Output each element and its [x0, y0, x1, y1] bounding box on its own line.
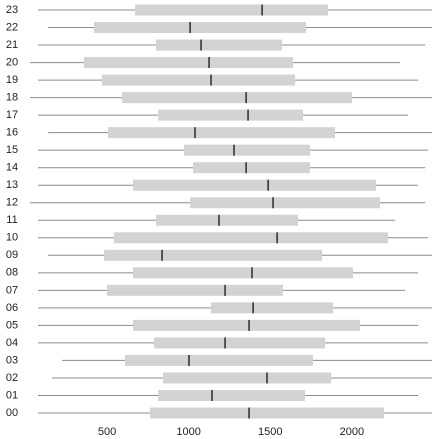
y-tick-label: 23: [6, 4, 18, 16]
y-tick-label: 00: [6, 407, 18, 419]
box: [108, 127, 336, 139]
y-tick-label: 04: [6, 337, 18, 349]
box: [101, 74, 296, 86]
y-tick-label: 08: [6, 267, 18, 279]
x-tick-label: 2000: [340, 426, 364, 438]
y-tick-label: 13: [6, 179, 18, 191]
box: [132, 179, 377, 191]
box: [193, 162, 311, 174]
box: [132, 267, 354, 279]
box: [158, 109, 304, 121]
y-tick-label: 12: [6, 197, 18, 209]
y-tick-label: 17: [6, 109, 18, 121]
x-tick-label: 1000: [176, 426, 200, 438]
box: [84, 57, 294, 69]
box: [132, 319, 361, 331]
y-tick-label: 02: [6, 372, 18, 384]
y-tick-label: 09: [6, 249, 18, 261]
box: [93, 22, 306, 34]
y-tick-label: 10: [6, 232, 18, 244]
y-tick-label: 11: [6, 214, 17, 226]
y-tick-label: 19: [6, 74, 18, 86]
x-tick-label: 500: [98, 426, 116, 438]
y-tick-label: 05: [6, 319, 18, 331]
box: [154, 337, 326, 349]
box: [184, 144, 311, 156]
box: [211, 302, 334, 314]
box: [114, 232, 389, 244]
x-tick-label: 1500: [258, 426, 282, 438]
y-tick-label: 03: [6, 354, 18, 366]
y-tick-label: 20: [6, 56, 18, 68]
y-tick-label: 06: [6, 302, 18, 314]
y-tick-label: 07: [6, 284, 18, 296]
y-tick-label: 22: [6, 21, 18, 33]
box: [163, 372, 332, 384]
y-tick-label: 21: [6, 39, 18, 51]
box: [107, 284, 283, 296]
box: [156, 39, 283, 51]
y-tick-label: 18: [6, 92, 18, 104]
box: [135, 4, 329, 16]
box: [149, 407, 385, 419]
box: [122, 92, 353, 104]
y-tick-label: 16: [6, 127, 18, 139]
y-tick-label: 01: [6, 389, 18, 401]
y-tick-label: 15: [6, 144, 18, 156]
box: [156, 214, 298, 226]
y-tick-label: 14: [6, 162, 18, 174]
box: [104, 249, 322, 261]
box: [158, 389, 306, 401]
box: [124, 354, 314, 366]
box: [190, 197, 381, 209]
